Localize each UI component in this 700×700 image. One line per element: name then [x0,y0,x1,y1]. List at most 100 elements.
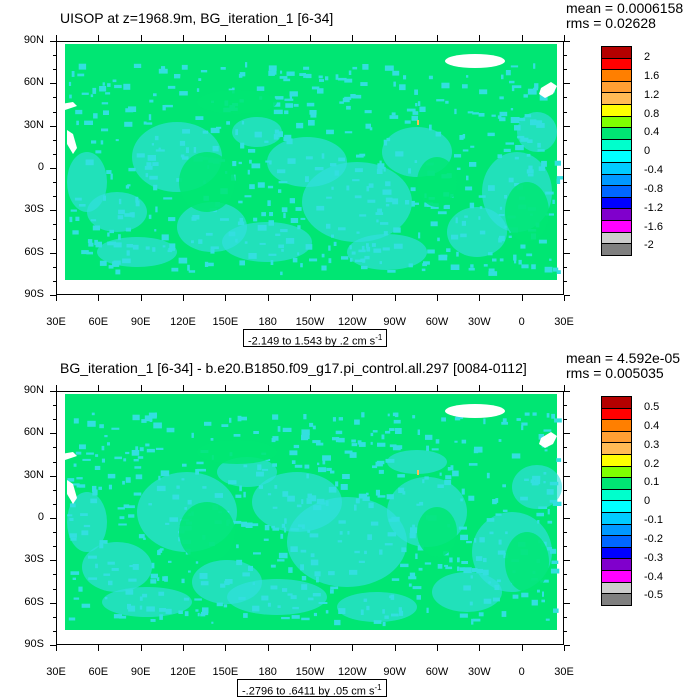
anomaly-speck [478,195,486,198]
anomaly-speck [117,507,125,510]
anomaly-speck [109,229,114,234]
anomaly-speck [497,550,506,555]
longitude-tick [183,35,184,41]
anomaly-patch [387,450,447,474]
anomaly-speck [297,225,301,230]
latitude-tick [564,518,570,519]
anomaly-speck [415,103,418,107]
anomaly-speck [384,615,389,619]
anomaly-speck [125,451,130,455]
anomaly-speck [368,183,374,188]
anomaly-speck [308,120,315,126]
anomaly-speck [301,584,308,590]
anomaly-speck [411,115,418,121]
anomaly-speck [92,225,100,231]
anomaly-speck [524,412,530,416]
legend-label: 0.4 [644,419,660,432]
anomaly-speck [469,202,475,209]
anomaly-speck [261,595,269,601]
longitude-tick [437,645,438,651]
anomaly-speck [386,137,391,142]
anomaly-speck [291,460,296,464]
anomaly-speck [503,148,511,152]
anomaly-speck [273,134,279,140]
gap-patch [539,432,557,448]
anomaly-speck [391,613,399,617]
anomaly-speck [289,198,295,204]
anomaly-speck [117,215,124,220]
anomaly-speck [347,531,350,535]
anomaly-speck [72,577,76,580]
anomaly-speck [220,218,229,221]
anomaly-speck [526,169,534,174]
anomaly-speck [322,455,331,461]
anomaly-speck [280,271,283,276]
anomaly-speck [360,82,368,86]
anomaly-speck [520,496,528,501]
anomaly-speck [349,569,358,575]
anomaly-speck [528,165,533,171]
anomaly-speck [78,204,86,207]
longitude-tick [352,295,354,301]
legend-color-box [601,243,632,256]
anomaly-speck [437,564,443,569]
anomaly-speck [389,428,395,431]
anomaly-speck [290,528,299,531]
longitude-label: 180 [258,666,277,678]
anomaly-patch [447,207,507,257]
latitude-label: 0 [37,511,44,523]
anomaly-speck [358,442,366,447]
anomaly-speck [344,96,352,100]
anomaly-speck [216,126,222,129]
anomaly-speck [475,556,483,561]
latitude-minor-tick [564,560,567,562]
anomaly-speck [88,577,98,580]
anomaly-speck [309,258,318,262]
anomaly-speck [554,160,561,166]
anomaly-speck [556,178,561,184]
anomaly-speck [94,239,98,246]
anomaly-speck [431,448,439,451]
anomaly-speck [538,239,547,244]
anomaly-speck [380,222,389,225]
latitude-minor-tick [564,433,567,435]
anomaly-patch [337,592,417,622]
anomaly-speck [259,242,266,245]
anomaly-speck [165,522,170,525]
anomaly-speck [545,213,554,216]
anomaly-speck [319,502,326,505]
anomaly-speck [273,102,281,107]
anomaly-speck [81,250,89,255]
anomaly-speck [267,200,271,206]
global-map [56,391,564,645]
anomaly-speck [284,518,287,524]
anomaly-speck [321,253,325,258]
anomaly-speck [271,438,276,443]
anomaly-speck [73,597,80,600]
anomaly-speck [238,74,243,78]
anomaly-speck [283,136,289,141]
anomaly-speck [301,576,307,581]
anomaly-speck [135,196,139,203]
anomaly-speck [128,514,135,518]
anomaly-speck [254,131,262,138]
anomaly-speck [184,611,189,617]
latitude-minor-tick [564,266,567,268]
mean-value: mean = 0.0006158 [566,0,684,16]
anomaly-speck [316,498,325,504]
anomaly-speck [338,417,343,421]
anomaly-speck [113,242,122,248]
latitude-minor-tick [564,69,567,71]
anomaly-speck [84,120,93,125]
anomaly-speck [348,70,352,75]
anomaly-speck [521,422,528,426]
anomaly-speck [122,258,131,264]
anomaly-speck [152,247,156,252]
anomaly-speck [77,73,85,77]
anomaly-speck [531,481,539,486]
anomaly-speck [303,66,310,70]
anomaly-speck [491,114,496,117]
anomaly-speck [488,185,495,191]
anomaly-speck [549,499,558,503]
anomaly-speck [435,131,442,137]
